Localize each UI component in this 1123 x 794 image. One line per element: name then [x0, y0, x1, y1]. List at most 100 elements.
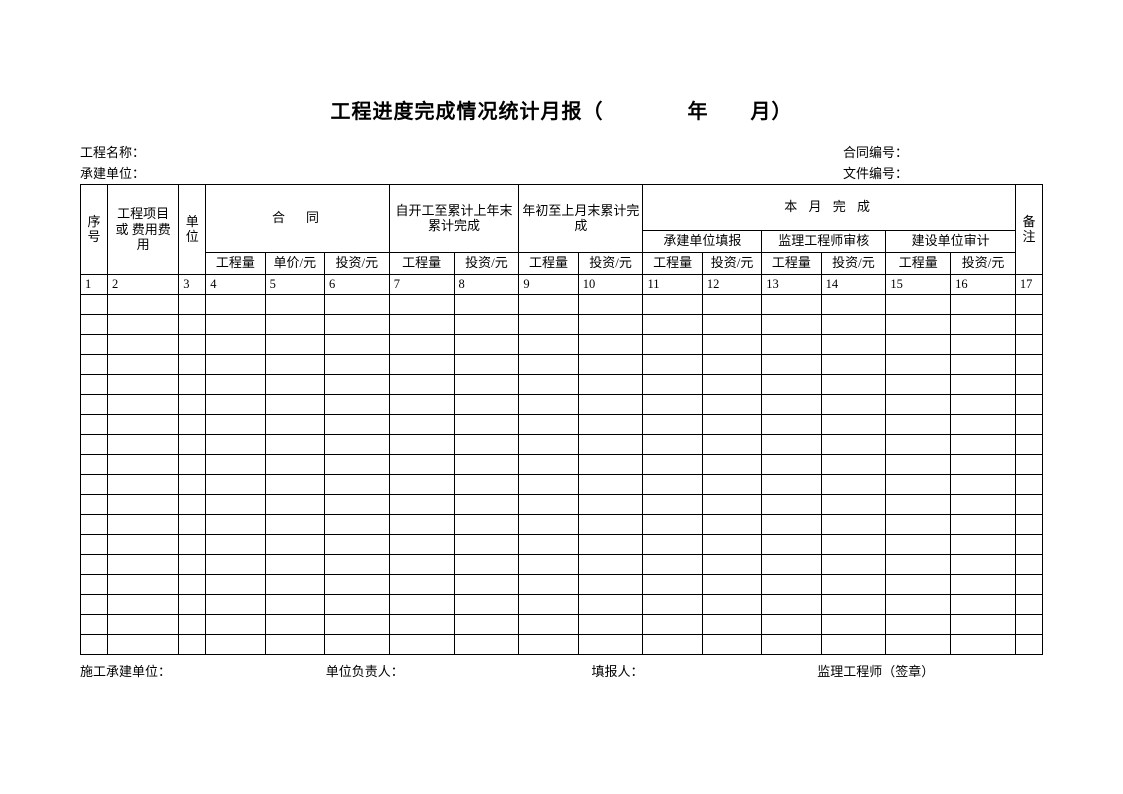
colnum-14: 14	[821, 274, 886, 294]
table-cell	[389, 354, 454, 374]
table-cell	[454, 514, 519, 534]
table-cell	[179, 334, 206, 354]
table-cell	[389, 514, 454, 534]
table-row	[81, 534, 1043, 554]
table-cell	[578, 574, 643, 594]
table-cell	[762, 594, 821, 614]
table-row	[81, 354, 1043, 374]
table-cell	[206, 374, 265, 394]
table-cell	[519, 574, 578, 594]
colnum-15: 15	[886, 274, 951, 294]
table-cell	[206, 314, 265, 334]
table-cell	[1015, 594, 1042, 614]
table-cell	[265, 614, 324, 634]
table-cell	[389, 294, 454, 314]
table-cell	[951, 634, 1016, 654]
colnum-17: 17	[1015, 274, 1042, 294]
table-cell	[643, 374, 702, 394]
table-cell	[643, 514, 702, 534]
table-cell	[179, 354, 206, 374]
colnum-9: 9	[519, 274, 578, 294]
table-cell	[886, 454, 951, 474]
table-row	[81, 574, 1043, 594]
table-cell	[643, 394, 702, 414]
table-cell	[951, 434, 1016, 454]
table-cell	[1015, 294, 1042, 314]
table-cell	[107, 574, 178, 594]
footer-contractor: 施工承建单位：	[80, 661, 306, 680]
table-cell	[107, 494, 178, 514]
table-cell	[643, 554, 702, 574]
table-cell	[1015, 434, 1042, 454]
table-cell	[1015, 474, 1042, 494]
table-cell	[81, 294, 108, 314]
table-cell	[821, 294, 886, 314]
table-cell	[1015, 534, 1042, 554]
table-cell	[951, 534, 1016, 554]
table-cell	[81, 394, 108, 414]
table-cell	[821, 494, 886, 514]
table-cell	[821, 414, 886, 434]
table-cell	[578, 554, 643, 574]
table-cell	[886, 334, 951, 354]
table-cell	[324, 534, 389, 554]
table-row	[81, 414, 1043, 434]
table-cell	[519, 514, 578, 534]
meta-row-2: 承建单位： 文件编号：	[80, 163, 1043, 182]
table-cell	[519, 474, 578, 494]
table-cell	[107, 374, 178, 394]
table-row	[81, 434, 1043, 454]
table-cell	[519, 614, 578, 634]
table-cell	[265, 474, 324, 494]
table-cell	[179, 374, 206, 394]
table-cell	[578, 354, 643, 374]
table-cell	[519, 494, 578, 514]
table-cell	[821, 354, 886, 374]
colnum-4: 4	[206, 274, 265, 294]
table-cell	[324, 294, 389, 314]
table-cell	[107, 434, 178, 454]
table-cell	[107, 354, 178, 374]
table-cell	[821, 574, 886, 594]
table-cell	[81, 434, 108, 454]
table-cell	[519, 434, 578, 454]
table-cell	[389, 634, 454, 654]
table-cell	[886, 554, 951, 574]
table-cell	[702, 294, 761, 314]
hdr-invest-1: 投资/元	[324, 252, 389, 274]
table-cell	[107, 634, 178, 654]
table-cell	[179, 574, 206, 594]
table-cell	[951, 394, 1016, 414]
table-cell	[265, 394, 324, 414]
table-cell	[886, 354, 951, 374]
table-cell	[951, 514, 1016, 534]
table-cell	[762, 294, 821, 314]
table-cell	[886, 574, 951, 594]
table-cell	[324, 454, 389, 474]
column-number-row: 1 2 3 4 5 6 7 8 9 10 11 12 13 14 15 16 1…	[81, 274, 1043, 294]
table-cell	[81, 534, 108, 554]
table-cell	[265, 294, 324, 314]
hdr-invest-3: 投资/元	[578, 252, 643, 274]
table-cell	[179, 534, 206, 554]
table-cell	[107, 554, 178, 574]
table-cell	[951, 354, 1016, 374]
table-cell	[107, 594, 178, 614]
meta-row-1: 工程名称： 合同编号：	[80, 142, 1043, 161]
table-cell	[1015, 354, 1042, 374]
hdr-sub-contractor: 承建单位填报	[643, 231, 762, 253]
table-cell	[107, 454, 178, 474]
table-cell	[578, 454, 643, 474]
table-cell	[1015, 514, 1042, 534]
colnum-13: 13	[762, 274, 821, 294]
table-cell	[389, 614, 454, 634]
table-cell	[643, 454, 702, 474]
table-cell	[324, 594, 389, 614]
table-cell	[702, 574, 761, 594]
table-cell	[519, 374, 578, 394]
table-cell	[951, 614, 1016, 634]
table-cell	[389, 374, 454, 394]
table-cell	[578, 614, 643, 634]
table-cell	[454, 594, 519, 614]
table-cell	[454, 434, 519, 454]
